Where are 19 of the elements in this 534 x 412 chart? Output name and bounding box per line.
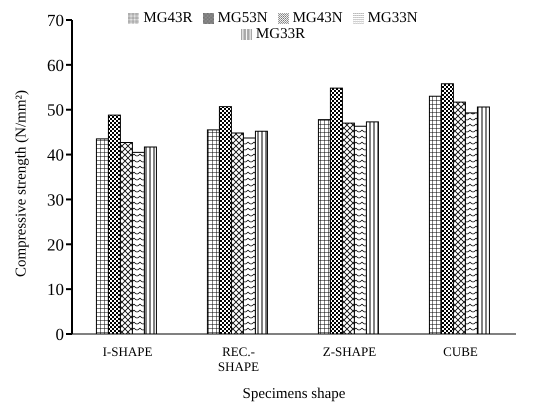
y-tick-label: 0 (56, 325, 64, 344)
y-tick-label: 20 (47, 235, 64, 254)
y-tick-label: 60 (47, 56, 64, 75)
x-tick-label: CUBE (443, 344, 478, 359)
legend-label: MG33N (368, 10, 418, 26)
legend-label: MG43R (143, 10, 193, 26)
x-axis-title: Specimens shape (242, 386, 346, 402)
legend-label: MG33R (256, 26, 306, 42)
x-tick-label: I-SHAPE (102, 344, 152, 359)
y-tick-label: 10 (47, 280, 64, 300)
legend-label: MG43N (292, 10, 343, 26)
y-tick-label: 40 (47, 146, 64, 165)
x-tick-label: REC.- SHAPE (218, 344, 260, 374)
legend-label: MG53N (218, 10, 268, 26)
y-axis-title: Compressive strength (N/mm²) (13, 90, 30, 277)
y-tick-label: 30 (47, 190, 64, 210)
x-tick-label: Z-SHAPE (322, 344, 376, 359)
y-tick-label: 70 (47, 11, 64, 30)
y-tick-label: 50 (47, 100, 64, 120)
